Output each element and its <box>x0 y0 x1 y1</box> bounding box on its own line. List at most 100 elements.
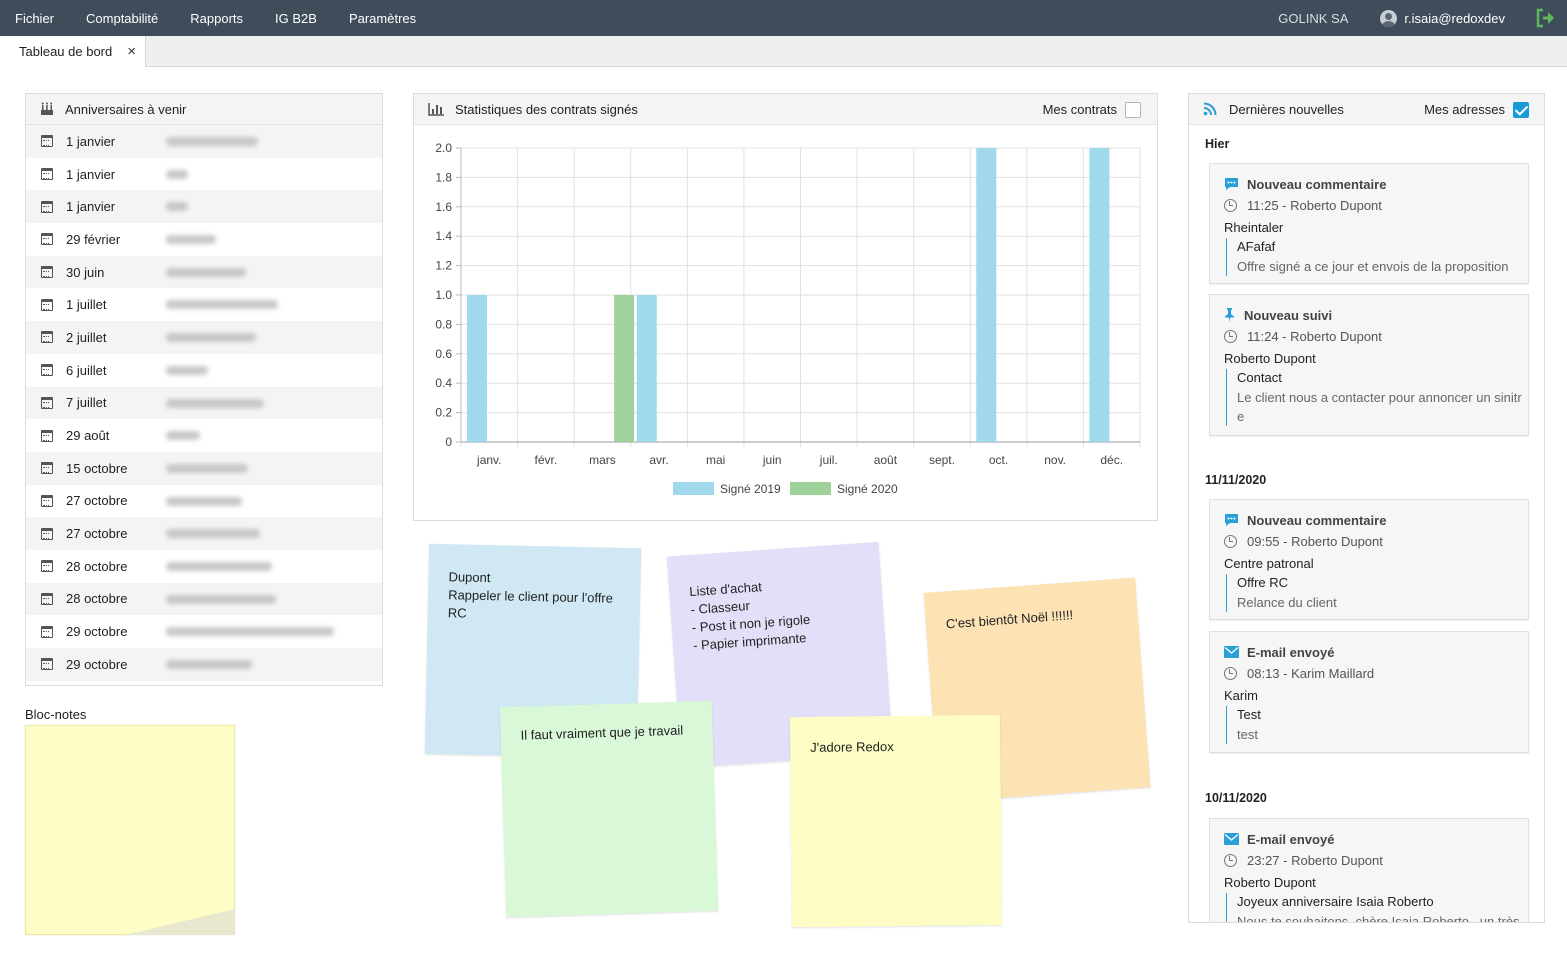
birthday-row[interactable]: 28 octobre <box>26 582 382 616</box>
sticky-note[interactable]: Il faut vraiment que je travail <box>499 700 719 918</box>
birthday-row[interactable]: 29 août <box>26 419 382 452</box>
birthday-name-redacted <box>166 235 216 245</box>
my-addresses-checkbox[interactable] <box>1513 101 1529 118</box>
birthday-row[interactable]: 1 janvier <box>26 190 382 224</box>
logout-icon[interactable] <box>1535 7 1557 29</box>
pin-icon <box>1224 308 1235 322</box>
notepad-page-curl <box>125 909 235 935</box>
clock-icon <box>1224 853 1237 867</box>
birthday-date: 1 janvier <box>66 133 116 149</box>
birthday-row[interactable]: 28 octobre <box>26 550 382 583</box>
tab-tableau-de-bord[interactable]: Tableau de bord × <box>0 36 146 67</box>
birthday-date: 1 juillet <box>66 297 107 313</box>
x-tick-label: oct. <box>989 453 1008 467</box>
chart-bar <box>614 295 635 442</box>
menu-ig-b2b[interactable]: IG B2B <box>275 10 317 26</box>
comment-icon <box>1224 177 1239 191</box>
x-tick-label: avr. <box>649 453 668 467</box>
menu-comptabilite[interactable]: Comptabilité <box>86 10 159 26</box>
y-tick-label: 1.8 <box>435 170 452 184</box>
birthday-row[interactable]: 6 juillet <box>26 354 382 387</box>
menu-parametres[interactable]: Paramètres <box>348 10 417 26</box>
birthday-date: 1 janvier <box>66 166 116 182</box>
x-tick-label: mai <box>706 453 725 467</box>
birthday-row[interactable]: 1 janvier <box>26 158 382 191</box>
news-card-who: Rheintaler <box>1224 220 1284 235</box>
news-card[interactable]: Nouveau commentaire 11:25 - Roberto Dupo… <box>1209 163 1529 284</box>
legend-label: Signé 2019 <box>720 482 781 496</box>
news-card-time: 11:25 - Roberto Dupont <box>1224 195 1514 215</box>
calendar-icon <box>41 560 53 573</box>
birthday-row[interactable]: 1 janvier <box>26 125 382 158</box>
chart-bar <box>976 148 997 442</box>
clock-icon <box>1224 198 1237 212</box>
stats-header: Statistiques des contrats signés Mes con… <box>414 94 1157 125</box>
sticky-note[interactable]: J'adore Redox <box>789 714 1003 928</box>
birthday-row[interactable]: 15 octobre <box>26 451 382 485</box>
y-tick-label: 2.0 <box>435 141 452 155</box>
y-tick-label: 0.4 <box>435 376 452 390</box>
birthday-date: 29 août <box>66 428 110 444</box>
news-card-time: 09:55 - Roberto Dupont <box>1224 531 1514 551</box>
birthday-row[interactable]: 30 juin <box>26 255 382 289</box>
news-card[interactable]: Nouveau suivi 11:24 - Roberto Dupont Rob… <box>1209 294 1529 436</box>
news-card-subject: Offre RC <box>1237 575 1289 590</box>
news-card-description: Offre signé a ce jour et envois de la pr… <box>1237 259 1509 274</box>
comment-icon <box>1224 513 1239 527</box>
y-tick-label: 0.6 <box>435 347 452 361</box>
birthday-name-redacted <box>166 431 200 441</box>
news-card-who: Karim <box>1224 688 1258 703</box>
x-tick-label: nov. <box>1044 453 1066 467</box>
birthday-name-redacted <box>166 561 272 571</box>
rss-icon <box>1203 102 1217 116</box>
birthday-row[interactable]: 29 octobre <box>26 615 382 648</box>
news-card[interactable]: E-mail envoyé 08:13 - Karim Maillard Kar… <box>1209 631 1529 753</box>
calendar-icon <box>41 266 53 279</box>
birthday-row[interactable]: 27 octobre <box>26 485 382 518</box>
news-card-who: Roberto Dupont <box>1224 351 1316 366</box>
y-tick-label: 0 <box>445 435 452 449</box>
menu-rapports[interactable]: Rapports <box>190 10 244 26</box>
news-card-title: E-mail envoyé <box>1224 642 1514 662</box>
birthday-row[interactable]: 27 octobre <box>26 517 382 550</box>
x-tick-label: sept. <box>929 453 955 467</box>
tab-bar: Tableau de bord × <box>0 36 1567 67</box>
birthday-date: 29 octobre <box>66 656 128 672</box>
news-card[interactable]: Nouveau commentaire 09:55 - Roberto Dupo… <box>1209 499 1529 620</box>
birthday-row[interactable]: 7 juillet <box>26 386 382 420</box>
calendar-icon <box>41 658 53 671</box>
y-tick-label: 1.2 <box>435 259 452 273</box>
birthday-name-redacted <box>166 660 252 669</box>
calendar-icon <box>41 135 53 148</box>
birthday-row[interactable]: 2 juillet <box>26 321 382 354</box>
x-tick-label: mars <box>589 453 616 467</box>
news-card-description: Nous te souhaitons, chère Isaia Roberto … <box>1237 914 1520 923</box>
mail-icon <box>1224 833 1239 845</box>
my-contracts-filter: Mes contrats <box>1043 94 1141 125</box>
birthday-row[interactable]: 29 février <box>26 223 382 256</box>
clock-icon <box>1224 534 1237 548</box>
birthday-date: 30 juin <box>66 264 105 280</box>
birthdays-title: Anniversaires à venir <box>65 101 187 117</box>
calendar-icon <box>41 396 53 409</box>
birthday-row[interactable]: 29 octobre <box>26 648 382 681</box>
calendar-icon <box>41 168 53 181</box>
my-contracts-checkbox[interactable] <box>1125 101 1141 118</box>
news-card[interactable]: E-mail envoyé 23:27 - Roberto Dupont Rob… <box>1209 818 1529 923</box>
calendar-icon <box>41 494 53 507</box>
birthday-date: 28 octobre <box>66 558 128 574</box>
menu-fichier[interactable]: Fichier <box>15 10 55 26</box>
notepad[interactable] <box>25 725 235 935</box>
news-card-who: Roberto Dupont <box>1224 875 1316 890</box>
birthday-date: 1 janvier <box>66 199 116 215</box>
birthday-date: 28 octobre <box>66 591 128 607</box>
tab-close-icon[interactable]: × <box>127 43 136 60</box>
birthday-date: 27 octobre <box>66 493 128 509</box>
y-tick-label: 0.2 <box>435 406 452 420</box>
birthday-row[interactable]: 1 juillet <box>26 288 382 321</box>
company-name[interactable]: GOLINK SA <box>1278 10 1349 26</box>
birthday-name-redacted <box>166 627 334 637</box>
news-panel: Dernières nouvelles Mes adresses Hier No… <box>1188 93 1545 923</box>
news-card-description: Relance du client <box>1237 595 1337 610</box>
user-menu[interactable]: r.isaia@redoxdev <box>1380 9 1505 27</box>
